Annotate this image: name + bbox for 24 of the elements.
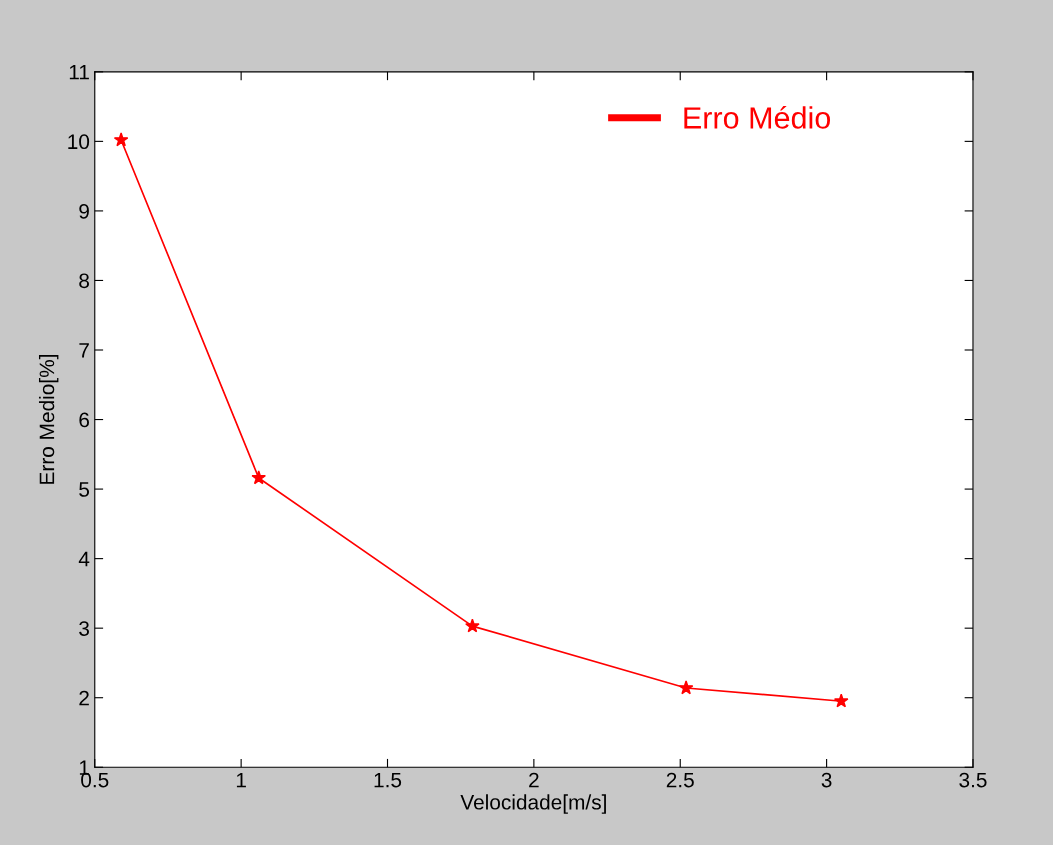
y-tick-label: 4 [78,551,90,567]
y-tick-label: 7 [79,343,89,358]
y-tick-label: 5 [79,482,90,497]
y-tick-label: 3 [79,621,89,636]
x-tick-label: 2.5 [666,772,694,788]
y-tick-label: 9 [79,203,89,219]
y-tick-label: 6 [79,412,89,428]
y-tick-label: 10 [68,134,90,150]
x-tick-label: 1 [236,772,246,788]
point [251,470,267,485]
y-axis-title: Erro Medio[%] [38,355,59,484]
point [833,693,849,708]
y-tick-label: 11 [69,65,89,80]
x-tick-label: 3.5 [959,772,987,788]
point [113,132,129,147]
point [678,680,694,695]
legend-label: Erro Médio [684,105,831,129]
y-tick-label: 2 [79,690,89,706]
y-tick-label: 8 [79,273,89,289]
x-tick-label: 2 [529,772,539,788]
x-tick-label: 3 [821,772,832,788]
point [465,618,480,633]
x-tick-label: 1.5 [374,772,402,788]
x-axis-title: Velocidade[m/s] [460,794,606,814]
